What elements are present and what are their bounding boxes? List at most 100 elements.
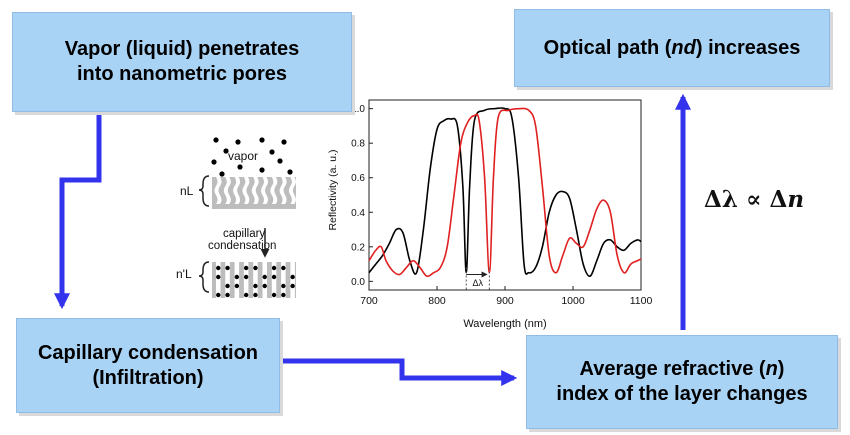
- refractive-box-line2: index of the layer changes: [556, 383, 808, 405]
- arrow-capillary-to-refractive: [280, 358, 518, 387]
- vapor-molecule: [213, 137, 219, 143]
- bottom-layer-brace: [198, 261, 210, 293]
- vapor-molecule: [281, 139, 287, 145]
- condensed-molecule: [225, 292, 230, 298]
- condensed-molecule: [281, 283, 286, 289]
- condensed-molecule: [234, 274, 240, 280]
- condensed-molecule: [271, 274, 277, 280]
- annotation-layer: Δλ: [465, 267, 490, 290]
- vapor-box-line1: Vapor (liquid) penetrates: [64, 38, 300, 60]
- formula-rhs-variable: n: [787, 186, 805, 213]
- series-layer: [368, 107, 642, 278]
- vapor-molecules: [211, 137, 293, 177]
- condensed-molecule: [243, 274, 249, 280]
- capillary-condensation-box: Capillary condensation (Infiltration): [16, 318, 280, 413]
- condensed-molecule: [262, 283, 267, 289]
- proportionality-formula: Δλ ∝ Δn: [704, 186, 804, 213]
- refractive-box-variable: n: [765, 358, 778, 380]
- x-tick-label: 1100: [630, 295, 653, 307]
- bottom-pore-channel: [262, 262, 267, 298]
- annotation-label: Δλ: [473, 278, 484, 288]
- refractive-box-post: ): [777, 358, 785, 380]
- vapor-box-line2: into nanometric pores: [76, 63, 287, 85]
- bottom-pore-channel: [281, 262, 286, 298]
- top-pore-channel: [214, 177, 222, 204]
- condensed-molecule: [243, 292, 249, 298]
- condensed-molecule: [253, 283, 258, 289]
- y-tick-label: 0.4: [351, 208, 365, 219]
- y-tick-label: 0.0: [351, 277, 365, 288]
- vapor-molecule: [235, 139, 241, 145]
- process-label-line1: capillary: [223, 228, 265, 240]
- bottom-pore-channel: [225, 262, 230, 298]
- top-pore-channel: [233, 177, 241, 204]
- vapor-molecule: [259, 167, 265, 173]
- vapor-penetration-box: Vapor (liquid) penetrates into nanometri…: [12, 12, 352, 112]
- x-tick-label: 800: [428, 295, 446, 307]
- condensed-molecule: [253, 292, 258, 298]
- top-pore-channel: [261, 177, 268, 204]
- optical-box-variable: nd: [671, 36, 696, 59]
- y-axis-label: Reflectivity (a. u.): [327, 149, 339, 230]
- optical-box-pre: Optical path (: [543, 36, 672, 59]
- x-axis-label: Wavelength (nm): [463, 318, 546, 330]
- condensed-molecule: [281, 265, 286, 271]
- top-pore-channel: [279, 177, 287, 204]
- condensed-molecule: [216, 274, 221, 280]
- formula-rhs-delta: Δ: [769, 186, 788, 213]
- process-label-line2: condensation: [208, 240, 276, 252]
- condensed-molecule: [281, 292, 286, 298]
- vapor-molecule: [269, 149, 275, 155]
- vapor-molecule: [277, 158, 283, 164]
- y-tick-label: 0.6: [351, 173, 365, 184]
- top-pores: [214, 177, 296, 204]
- pore-schematic: vapor nL capillary condensation n'L: [176, 137, 296, 298]
- x-tick-label: 700: [360, 295, 378, 307]
- condensed-molecule: [216, 265, 221, 271]
- condensed-molecule: [253, 265, 258, 271]
- optical-path-box: Optical path (nd) increases: [514, 9, 830, 87]
- vapor-molecule: [211, 159, 217, 165]
- vapor-molecule: [259, 137, 265, 143]
- bottom-pore-channel: [290, 262, 295, 298]
- condensed-molecule: [225, 283, 230, 289]
- bottom-porous-layer: [212, 262, 296, 298]
- top-layer-brace: [198, 175, 210, 207]
- bottom-pore-channel: [243, 262, 249, 298]
- condensed-molecule: [216, 292, 221, 298]
- plot-area: [368, 99, 642, 291]
- capillary-box-line1: Capillary condensation: [37, 341, 259, 364]
- bottom-pore-channel: [253, 262, 258, 298]
- vapor-molecule: [287, 169, 293, 175]
- refractive-index-box: Average refractive (n) index of the laye…: [526, 335, 838, 429]
- condensed-molecule: [290, 283, 295, 289]
- condensed-molecule: [234, 283, 240, 289]
- vapor-molecule: [223, 148, 229, 154]
- y-tick-label: 1.0: [351, 104, 365, 115]
- top-pore-channel: [251, 177, 259, 204]
- condensed-molecule: [225, 265, 230, 271]
- top-pore-channel: [223, 177, 231, 204]
- refractive-box-line1: Average refractive (n): [556, 357, 807, 382]
- y-tick-label: 0.8: [351, 139, 365, 150]
- condensed-molecule: [290, 274, 295, 280]
- bottom-pore-channel: [216, 262, 221, 298]
- series-line-black: [368, 107, 642, 277]
- arrow-vapor-to-capillary: [53, 112, 102, 310]
- condensed-molecule: [271, 265, 277, 271]
- x-tick-label: 900: [496, 295, 514, 307]
- bottom-pore-channel: [271, 262, 277, 298]
- bottom-pores: [216, 262, 295, 298]
- y-tick-label: 0.2: [351, 242, 365, 253]
- formula-lhs: Δλ: [704, 186, 738, 213]
- top-layer-label: nL: [180, 184, 194, 198]
- condensed-molecule: [271, 292, 277, 298]
- capillary-box-line2: (Infiltration): [92, 366, 204, 389]
- vapor-molecule: [219, 171, 225, 177]
- axis-ticks: 700 800 900 1000 1100 0.0 0.2 0.4 0.6 0.8 1.0: [351, 104, 652, 307]
- condensed-molecule: [262, 274, 267, 280]
- refractive-box-pre: Average refractive (: [579, 358, 766, 380]
- vapor-molecule: [237, 164, 243, 170]
- top-pore-channel: [288, 177, 296, 204]
